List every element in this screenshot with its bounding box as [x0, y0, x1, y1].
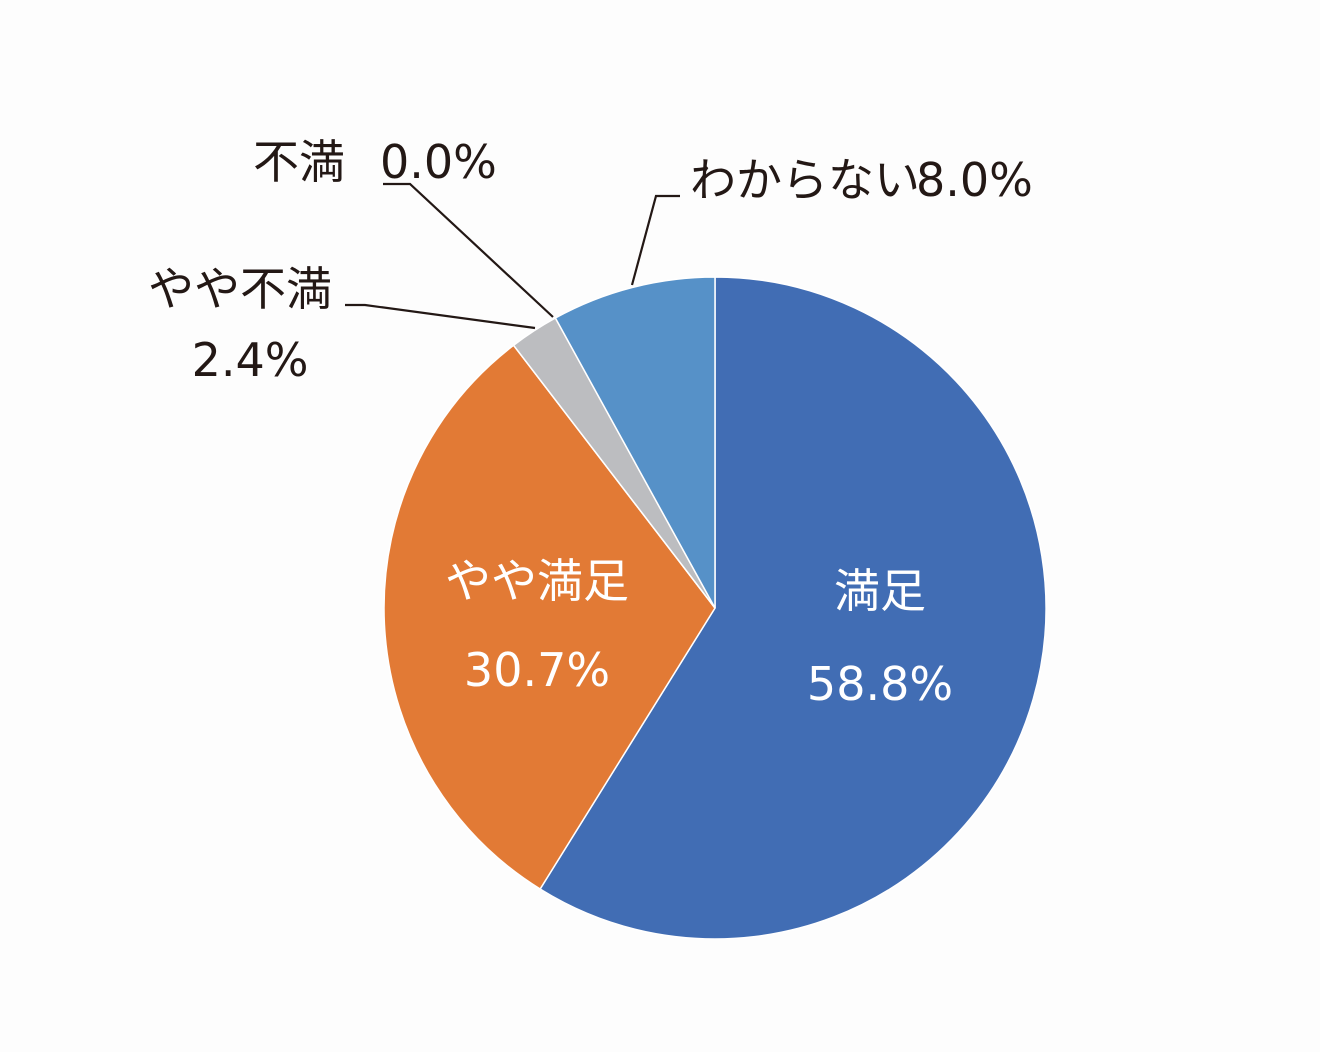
slice-label-3: やや不満 [148, 262, 332, 316]
leader-line-4 [630, 194, 680, 286]
leader-lines-layer [345, 182, 680, 330]
slice-value-4: 8.0% [916, 153, 1033, 207]
leader-line-3 [345, 303, 536, 330]
slice-label-1: やや満足 [445, 554, 629, 608]
leader-line-2 [383, 182, 554, 318]
slice-value-0: 58.8% [807, 657, 953, 711]
slice-label-2: 不満 [253, 135, 345, 189]
pie-slice-0 [539, 276, 1047, 940]
slices-layer [383, 276, 1047, 940]
slice-label-4: わからない [690, 153, 920, 207]
slice-value-2: 0.0% [380, 135, 497, 189]
slice-value-3: 2.4% [192, 333, 309, 387]
pie-slice-4 [554, 276, 716, 609]
pie-slice-1 [383, 344, 716, 891]
slice-label-0: 満足 [834, 564, 926, 618]
slice-value-1: 30.7% [464, 643, 610, 697]
